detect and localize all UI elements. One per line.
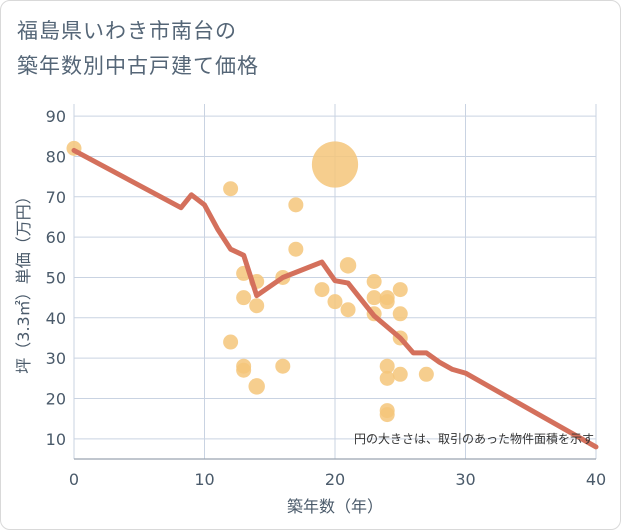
bubble-9 bbox=[248, 378, 265, 395]
bubble-1 bbox=[223, 181, 239, 197]
tick-labels: 0 10 20 30 40 10 20 30 40 50 60 70 80 90 bbox=[46, 107, 607, 489]
bubble-29 bbox=[392, 306, 408, 322]
bubble-6 bbox=[236, 362, 252, 378]
chart-title: 福島県いわき市南台の 築年数別中古戸建て価格 bbox=[17, 14, 259, 84]
y-tick-label-4: 50 bbox=[46, 268, 66, 287]
bubble-8 bbox=[249, 298, 265, 314]
x-tick-label-2: 20 bbox=[325, 470, 345, 489]
bubble-19 bbox=[366, 274, 382, 289]
chart-title-line-1: 福島県いわき市南台の bbox=[17, 19, 237, 43]
bubble-series bbox=[66, 140, 434, 423]
y-tick-label-7: 80 bbox=[46, 147, 66, 166]
bubble-23 bbox=[379, 294, 395, 310]
trend-series bbox=[71, 147, 599, 450]
y-tick-label-0: 10 bbox=[46, 430, 66, 449]
y-tick-label-6: 70 bbox=[46, 188, 66, 207]
bubble-11 bbox=[275, 358, 291, 374]
bubble-15 bbox=[311, 141, 359, 188]
y-tick-label-2: 30 bbox=[46, 349, 66, 368]
bubble-2 bbox=[223, 334, 239, 350]
y-tick-label-5: 60 bbox=[46, 228, 66, 247]
bubble-14 bbox=[314, 282, 330, 298]
bubble-28 bbox=[392, 282, 408, 298]
x-tick-label-3: 30 bbox=[455, 470, 475, 489]
x-tick-label-0: 0 bbox=[69, 470, 79, 489]
bubble-13 bbox=[288, 241, 304, 257]
bubble-32 bbox=[418, 366, 434, 382]
bubble-18 bbox=[340, 302, 356, 318]
x-axis-label: 築年数（年） bbox=[287, 497, 383, 516]
bubble-4 bbox=[236, 290, 252, 306]
bubble-31 bbox=[392, 366, 408, 382]
bubble-12 bbox=[288, 197, 304, 213]
bubble-24 bbox=[379, 358, 395, 374]
bubble-27 bbox=[379, 407, 395, 423]
y-tick-label-3: 40 bbox=[46, 309, 66, 328]
bubble-20 bbox=[366, 290, 382, 306]
bubble-16 bbox=[327, 294, 343, 310]
bubble-17 bbox=[339, 257, 357, 274]
bubble-25 bbox=[379, 370, 395, 386]
y-axis-label: 坪（3.3㎡）単価（万円） bbox=[14, 188, 33, 373]
bubble-size-note: 円の大きさは、取引のあった物件面積を示す bbox=[354, 431, 594, 446]
x-tick-label-1: 10 bbox=[194, 470, 214, 489]
y-tick-label-8: 90 bbox=[46, 107, 66, 126]
x-tick-label-4: 40 bbox=[586, 470, 606, 489]
trend-line bbox=[71, 147, 599, 450]
y-tick-label-1: 20 bbox=[46, 389, 66, 408]
chart-title-line-2: 築年数別中古戸建て価格 bbox=[17, 54, 259, 78]
